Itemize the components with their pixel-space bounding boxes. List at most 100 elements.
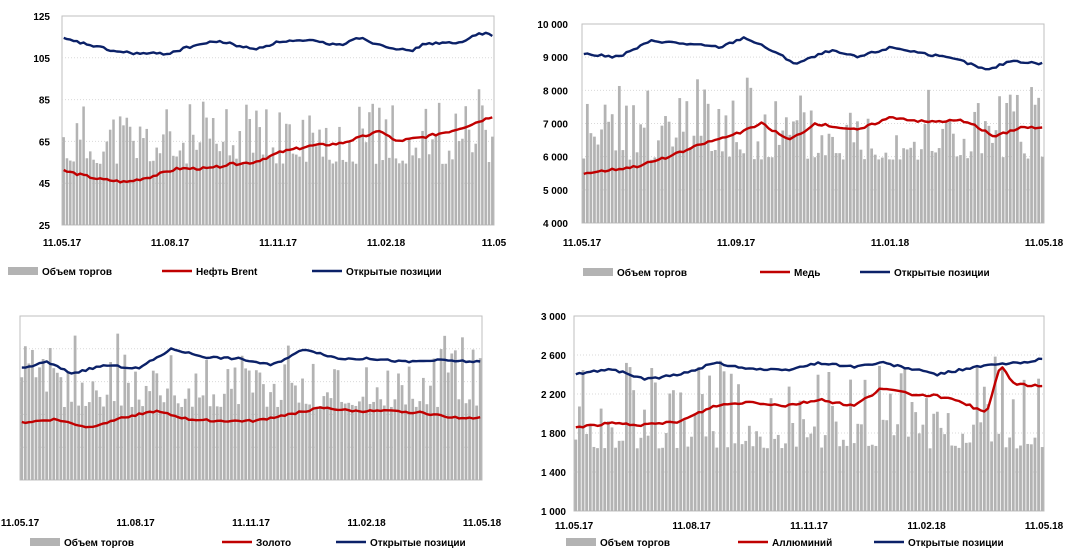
volume-bar <box>912 141 916 223</box>
volume-bar <box>820 447 824 511</box>
volume-bar <box>343 403 347 480</box>
volume-bar <box>628 159 632 223</box>
volume-bar <box>245 104 248 225</box>
volume-bar <box>721 151 724 223</box>
volume-bar <box>215 143 218 225</box>
y-tick-label: 65 <box>39 137 51 148</box>
volume-bar <box>834 153 838 223</box>
y-tick-label: 7 000 <box>543 120 568 131</box>
volume-bar <box>962 138 966 223</box>
volume-bar <box>105 394 109 480</box>
volume-bar <box>979 422 983 511</box>
volume-bar <box>386 370 390 480</box>
volume-bar <box>943 434 946 511</box>
volume-bar <box>311 132 315 225</box>
volume-bar <box>1019 141 1023 223</box>
chart-gold: 11.05.17 11.08.17 11.11.17 11.02.18 11.05.18… <box>0 300 534 551</box>
volume-bar <box>599 408 603 511</box>
volume-bar <box>429 385 432 480</box>
volume-bar <box>795 120 799 223</box>
volume-bar <box>711 431 715 511</box>
volume-bar <box>444 163 448 225</box>
volume-bar <box>621 440 625 511</box>
volume-bar <box>791 423 795 511</box>
legend-label-volume: Объем торгов <box>42 266 112 278</box>
volume-bar <box>678 98 682 223</box>
volume-bar <box>957 447 961 511</box>
volume-bar <box>461 138 464 225</box>
volume-bar <box>784 443 787 511</box>
volume-bar <box>255 110 258 225</box>
open-interest-series-line <box>63 31 493 56</box>
volume-bar <box>642 127 646 223</box>
volume-bar <box>699 135 703 223</box>
volume-bar <box>172 155 175 225</box>
volume-bar <box>860 424 863 511</box>
volume-bar <box>870 444 874 511</box>
volume-bar <box>961 433 965 511</box>
volume-bar <box>767 157 770 223</box>
volume-bar <box>365 367 368 480</box>
volume-bar <box>441 163 444 225</box>
volume-bar <box>407 366 411 480</box>
volume-bar <box>686 446 690 511</box>
volume-bar <box>77 405 81 480</box>
volume-bar <box>703 89 706 223</box>
volume-bar <box>222 393 226 480</box>
volume-bar <box>990 441 993 511</box>
volume-bar <box>752 159 756 223</box>
volume-bar <box>841 439 845 511</box>
volume-bar <box>903 368 907 511</box>
volume-bar <box>740 444 744 511</box>
y-tick-label: 10 000 <box>537 20 568 31</box>
volume-bar <box>240 355 244 480</box>
volume-bar <box>941 128 945 223</box>
volume-bar <box>205 117 208 225</box>
y-tick-label: 45 <box>39 179 51 190</box>
volume-bar <box>820 135 824 223</box>
volume-bar <box>874 445 878 511</box>
volume-bar <box>1011 399 1015 511</box>
volume-bar <box>275 163 278 225</box>
x-tick-label: 11.08.17 <box>151 238 190 249</box>
volume-bar <box>424 108 428 225</box>
volume-bar <box>98 396 102 480</box>
volume-bar <box>1029 444 1033 511</box>
volume-bar <box>404 404 407 480</box>
volume-bar <box>593 136 596 223</box>
volume-bar <box>304 161 308 225</box>
volume-bar <box>241 163 245 225</box>
x-tick-label: 11.11.17 <box>232 518 270 529</box>
volume-bar <box>314 146 318 225</box>
volume-bar <box>930 150 934 223</box>
volume-bar <box>354 405 358 480</box>
volume-bar <box>451 159 454 225</box>
volume-bar <box>198 397 201 480</box>
x-tick-label: 11.02.18 <box>347 518 386 529</box>
volume-bar <box>481 105 484 225</box>
volume-bar <box>304 403 308 480</box>
volume-bar <box>1004 447 1008 511</box>
volume-bar <box>690 436 693 511</box>
volume-bar <box>311 363 315 480</box>
legend-label-price: Нефть Brent <box>196 266 258 278</box>
volume-bar <box>425 404 429 480</box>
volume-bar <box>301 378 304 480</box>
volume-bar <box>194 373 198 480</box>
volume-bar <box>788 134 792 223</box>
volume-bar <box>102 151 105 225</box>
volume-bar <box>478 358 482 480</box>
volume-bar <box>987 125 991 223</box>
volume-bar <box>390 406 393 480</box>
volume-bar <box>770 157 774 223</box>
volume-bar <box>892 435 896 511</box>
volume-bar <box>646 90 650 223</box>
volume-bar <box>896 424 899 511</box>
volume-bar <box>643 409 646 511</box>
volume-bar <box>895 135 898 223</box>
volume-bar <box>607 121 611 223</box>
volume-bar <box>134 371 137 480</box>
volume-bar <box>975 365 979 511</box>
volume-bar <box>657 140 660 223</box>
volume-bar <box>735 142 738 223</box>
